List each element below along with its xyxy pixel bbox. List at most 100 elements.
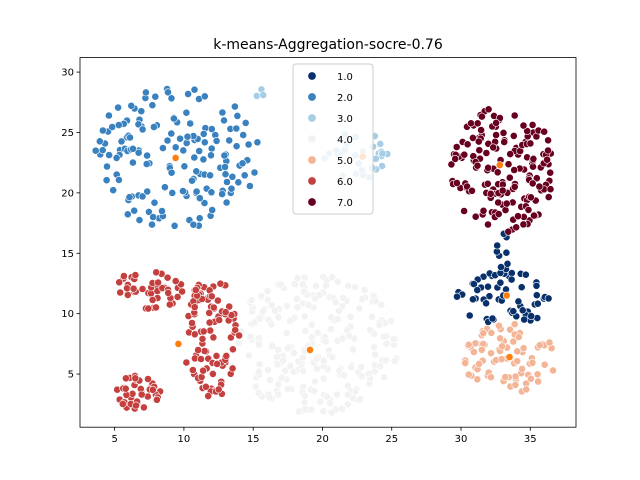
data-point-series-4 — [371, 297, 380, 306]
data-point-series-4 — [347, 363, 356, 372]
data-point-series-7 — [519, 121, 528, 130]
data-point-series-4 — [331, 298, 340, 307]
data-point-series-2 — [158, 144, 167, 152]
data-point-series-7 — [494, 198, 503, 207]
data-point-series-1 — [533, 299, 542, 308]
data-point-series-2 — [148, 220, 156, 229]
data-point-series-2 — [138, 125, 147, 134]
data-point-series-6 — [116, 288, 125, 297]
data-point-series-6 — [228, 364, 237, 373]
data-point-series-7 — [501, 206, 510, 214]
data-point-series-2 — [169, 114, 178, 123]
data-point-series-2 — [95, 137, 104, 146]
data-point-series-4 — [263, 287, 272, 296]
x-tick-label: 10 — [178, 434, 191, 445]
data-point-series-6 — [201, 382, 210, 391]
data-point-series-5 — [522, 385, 531, 394]
data-point-series-4 — [265, 393, 274, 402]
data-point-series-2 — [105, 151, 113, 159]
data-point-series-6 — [139, 403, 148, 412]
data-point-series-6 — [222, 351, 231, 360]
data-point-series-6 — [123, 284, 131, 293]
y-tick-label: 30 — [61, 68, 74, 79]
data-point-series-2 — [163, 136, 172, 145]
data-point-series-2 — [143, 187, 152, 196]
data-point-series-5 — [527, 374, 535, 383]
data-point-series-6 — [228, 345, 237, 354]
data-point-series-5 — [535, 341, 544, 350]
data-point-series-5 — [475, 359, 483, 368]
data-point-series-4 — [370, 342, 378, 351]
centroid-point-5 — [505, 353, 514, 361]
legend-label-6: 6.0 — [337, 177, 353, 188]
data-point-series-6 — [190, 303, 199, 312]
data-point-series-6 — [122, 374, 130, 383]
data-point-series-7 — [467, 119, 475, 128]
legend-marker-4 — [307, 134, 317, 144]
data-point-series-7 — [452, 143, 461, 151]
data-point-series-4 — [289, 348, 298, 357]
data-point-series-6 — [152, 303, 160, 312]
data-point-series-5 — [506, 325, 514, 334]
data-point-series-2 — [184, 90, 192, 98]
data-point-series-4 — [343, 381, 352, 390]
data-point-series-7 — [529, 154, 538, 163]
data-point-series-2 — [114, 103, 122, 112]
data-point-series-2 — [135, 216, 144, 224]
data-point-series-2 — [123, 210, 132, 219]
legend-label-7: 7.0 — [337, 198, 353, 209]
data-point-series-2 — [207, 144, 216, 153]
data-point-series-7 — [510, 166, 519, 174]
data-point-series-4 — [259, 307, 267, 316]
data-point-series-2 — [167, 129, 176, 138]
data-point-series-4 — [293, 295, 301, 303]
data-point-series-6 — [131, 271, 140, 279]
data-point-series-6 — [137, 390, 146, 399]
data-point-series-4 — [299, 287, 308, 296]
data-point-series-4 — [283, 301, 291, 310]
data-point-series-2 — [222, 198, 231, 207]
data-point-series-7 — [494, 210, 503, 218]
data-point-series-4 — [334, 306, 343, 315]
data-point-series-2 — [180, 162, 189, 171]
data-point-series-6 — [204, 392, 213, 400]
data-point-series-3 — [376, 139, 385, 148]
data-point-series-4 — [279, 356, 288, 365]
data-point-series-2 — [240, 171, 249, 180]
centroid-point-7 — [495, 161, 504, 169]
data-point-series-6 — [231, 326, 240, 334]
data-point-series-7 — [528, 179, 537, 188]
data-point-series-5 — [464, 340, 473, 349]
legend-marker-6 — [307, 176, 317, 186]
data-point-series-4 — [313, 364, 321, 373]
data-point-series-7 — [500, 138, 509, 146]
data-point-series-4 — [298, 280, 307, 289]
data-point-series-6 — [197, 355, 205, 363]
data-point-series-4 — [282, 329, 291, 337]
data-point-series-7 — [471, 212, 480, 221]
data-point-series-7 — [504, 227, 513, 236]
data-point-series-7 — [546, 185, 555, 194]
data-point-series-2 — [182, 108, 191, 117]
data-point-series-1 — [488, 314, 497, 323]
data-point-series-5 — [473, 375, 482, 384]
data-point-series-1 — [532, 291, 541, 300]
data-point-series-2 — [195, 214, 204, 223]
data-point-series-1 — [521, 270, 530, 279]
data-point-series-2 — [218, 190, 226, 198]
data-point-series-7 — [514, 212, 522, 221]
data-point-series-4 — [319, 356, 328, 365]
data-point-series-5 — [495, 321, 503, 330]
data-point-series-2 — [221, 170, 230, 179]
data-point-series-5 — [510, 320, 519, 329]
y-tick-label: 20 — [61, 188, 74, 199]
data-point-series-6 — [115, 278, 124, 287]
data-point-series-2 — [192, 167, 201, 176]
data-point-series-4 — [277, 373, 286, 382]
x-tick-label: 35 — [524, 434, 537, 445]
data-point-series-2 — [186, 119, 195, 128]
data-point-series-7 — [463, 140, 472, 149]
data-point-series-2 — [167, 94, 176, 103]
data-point-series-4 — [312, 282, 320, 290]
data-point-series-6 — [129, 284, 138, 293]
